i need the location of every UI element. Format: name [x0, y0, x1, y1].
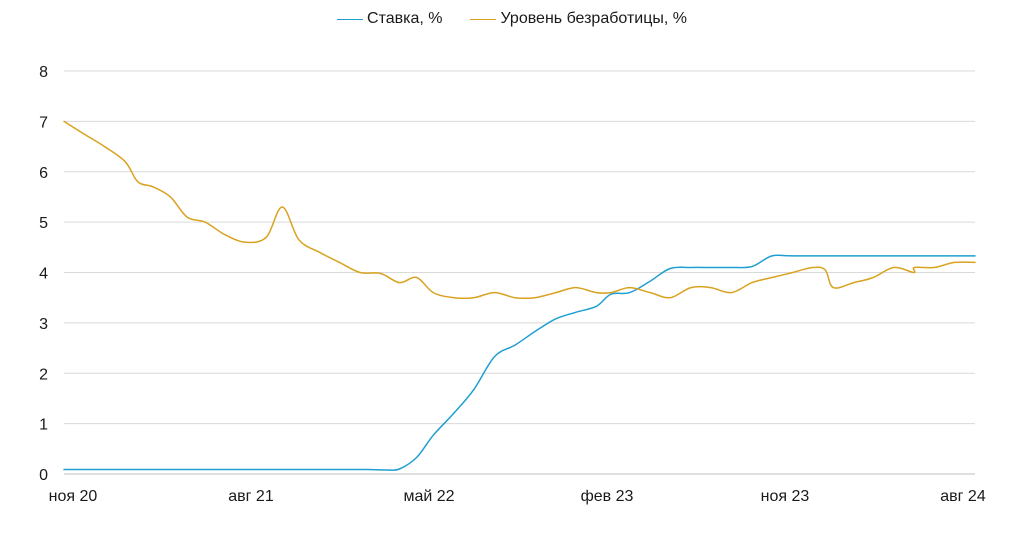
legend-swatch-rate: [337, 18, 364, 20]
y-tick-label: 3: [39, 316, 48, 333]
x-tick-label: май 22: [403, 488, 454, 505]
series-line-rate: [63, 254, 976, 471]
series-line-unemployment: [63, 120, 976, 300]
y-tick-label: 5: [39, 215, 48, 232]
y-tick-label: 1: [39, 417, 48, 434]
x-tick-label: авг 21: [228, 488, 274, 505]
y-tick-label: 0: [39, 467, 48, 484]
x-tick-label: ноя 23: [761, 488, 810, 505]
y-axis-labels: 0 1 2 3 4 5 6 7 8: [39, 64, 48, 484]
y-tick-label: 2: [39, 366, 48, 383]
legend-label-unemployment: Уровень безработицы, %: [500, 10, 687, 27]
x-tick-label: ноя 20: [49, 488, 98, 505]
x-tick-label: авг 24: [940, 488, 986, 505]
series-lines: [63, 120, 976, 471]
x-tick-label: фев 23: [581, 488, 634, 505]
legend-swatch-unemployment: [470, 18, 497, 20]
y-tick-label: 8: [39, 64, 48, 81]
y-tick-label: 6: [39, 165, 48, 182]
chart-grid: [64, 70, 975, 475]
legend-item-rate: Ставка, %: [337, 10, 442, 28]
legend-label-rate: Ставка, %: [367, 10, 443, 27]
y-tick-label: 4: [39, 266, 48, 283]
y-tick-label: 7: [39, 114, 48, 131]
chart-legend: Ставка, % Уровень безработицы, %: [0, 10, 1024, 28]
x-axis-labels: ноя 20 авг 21 май 22 фев 23 ноя 23 авг 24: [49, 488, 986, 505]
legend-item-unemployment: Уровень безработицы, %: [470, 10, 687, 28]
